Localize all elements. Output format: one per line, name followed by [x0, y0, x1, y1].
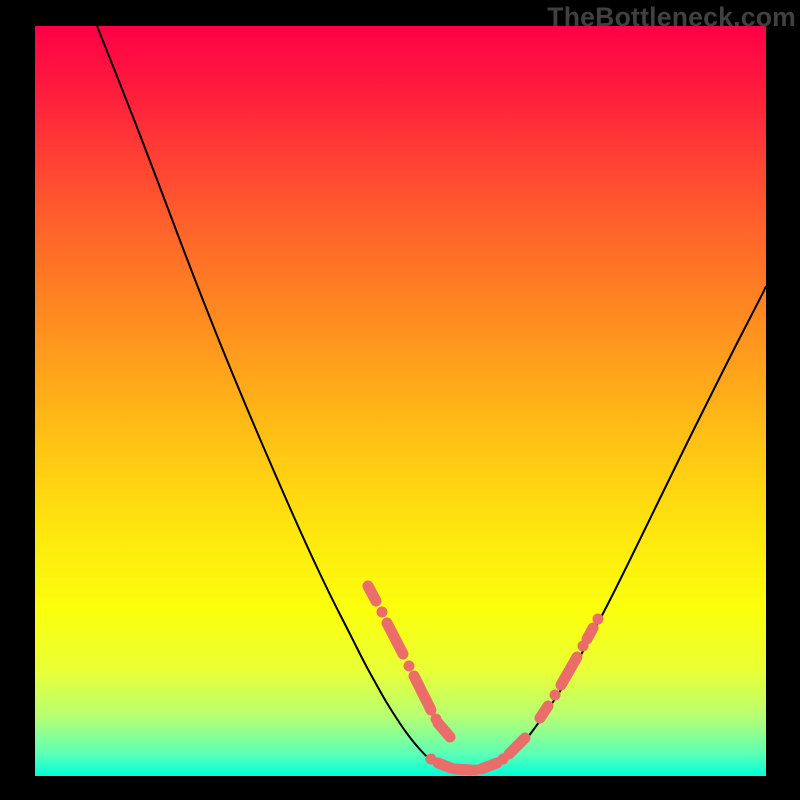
- marker-capsule: [561, 657, 577, 685]
- marker-capsule: [438, 763, 451, 768]
- marker-capsule: [368, 586, 376, 601]
- marker-dot: [593, 614, 604, 625]
- bottleneck-curve: [0, 0, 800, 800]
- marker-capsule: [455, 769, 471, 770]
- marker-dot: [550, 690, 561, 701]
- marker-capsule: [509, 738, 525, 754]
- marker-capsule: [540, 706, 548, 718]
- marker-capsule: [481, 763, 497, 769]
- marker-dot: [404, 661, 415, 672]
- curve-path: [97, 26, 766, 772]
- marker-capsule: [387, 623, 403, 654]
- chart-frame: TheBottleneck.com: [0, 0, 800, 800]
- marker-capsule: [414, 676, 431, 710]
- marker-dot: [377, 607, 388, 618]
- marker-capsule: [438, 723, 450, 737]
- marker-capsule: [587, 628, 593, 639]
